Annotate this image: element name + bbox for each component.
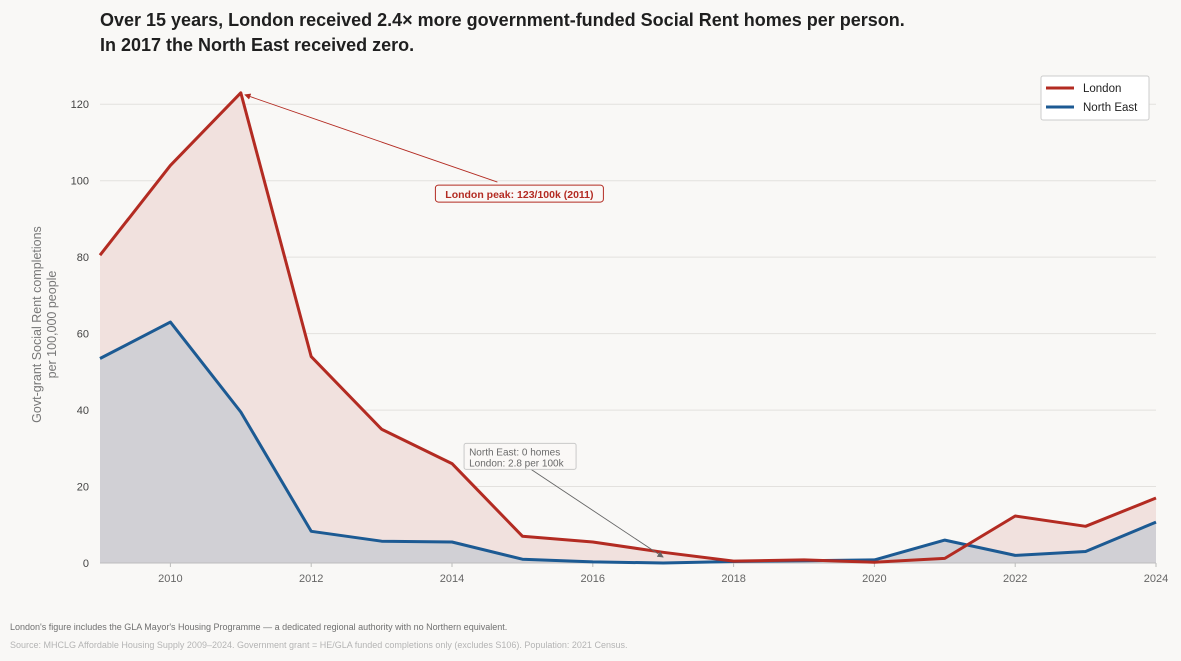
y-axis-label: Govt-grant Social Rent completionsper 10… <box>30 226 59 423</box>
y-axis-label-line-1: Govt-grant Social Rent completions <box>30 226 44 423</box>
legend-label-north-east: North East <box>1083 102 1138 114</box>
year-2017-arrow <box>530 469 664 558</box>
london-peak-arrow <box>244 93 498 183</box>
london-peak-callout-box <box>434 184 604 203</box>
y-tick-label-80: 80 <box>77 252 89 264</box>
x-tick-label-2024: 2024 <box>1144 573 1168 585</box>
legend-label-london: London <box>1083 83 1121 95</box>
y-tick-label-40: 40 <box>77 405 89 417</box>
y-tick-label-20: 20 <box>77 482 89 494</box>
north-east-line <box>99 320 1157 565</box>
y-tick-label-60: 60 <box>77 329 89 341</box>
chart-title: Over 15 years, London received 2.4× more… <box>100 8 905 58</box>
y-tick-label-100: 100 <box>71 176 89 188</box>
y-tick-label-0: 0 <box>83 558 89 570</box>
x-tick-label-2010: 2010 <box>158 573 182 585</box>
x-tick-label-2020: 2020 <box>862 573 886 585</box>
north-east-area <box>100 322 1156 563</box>
year-2017-callout-box <box>463 442 577 470</box>
footnote: London's figure includes the GLA Mayor's… <box>10 622 508 632</box>
year-2017-callout-line-1: North East: 0 homes <box>469 447 560 458</box>
x-tick-label-2016: 2016 <box>581 573 605 585</box>
y-tick-label-120: 120 <box>71 99 89 111</box>
x-tick-label-2022: 2022 <box>1003 573 1027 585</box>
chart-title-line-1: Over 15 years, London received 2.4× more… <box>100 10 905 30</box>
source-note: Source: MHCLG Affordable Housing Supply … <box>10 640 628 650</box>
x-tick-label-2014: 2014 <box>440 573 464 585</box>
london-peak-callout-text: London peak: 123/100k (2011) <box>445 189 593 201</box>
x-tick-label-2012: 2012 <box>299 573 323 585</box>
london-area <box>100 92 1156 564</box>
chart-title-line-2: In 2017 the North East received zero. <box>100 35 415 55</box>
london-line <box>98 91 1157 564</box>
y-axis-label-line-2: per 100,000 people <box>45 271 59 379</box>
x-tick-label-2018: 2018 <box>721 573 745 585</box>
year-2017-callout-line-2: London: 2.8 per 100k <box>469 458 565 469</box>
